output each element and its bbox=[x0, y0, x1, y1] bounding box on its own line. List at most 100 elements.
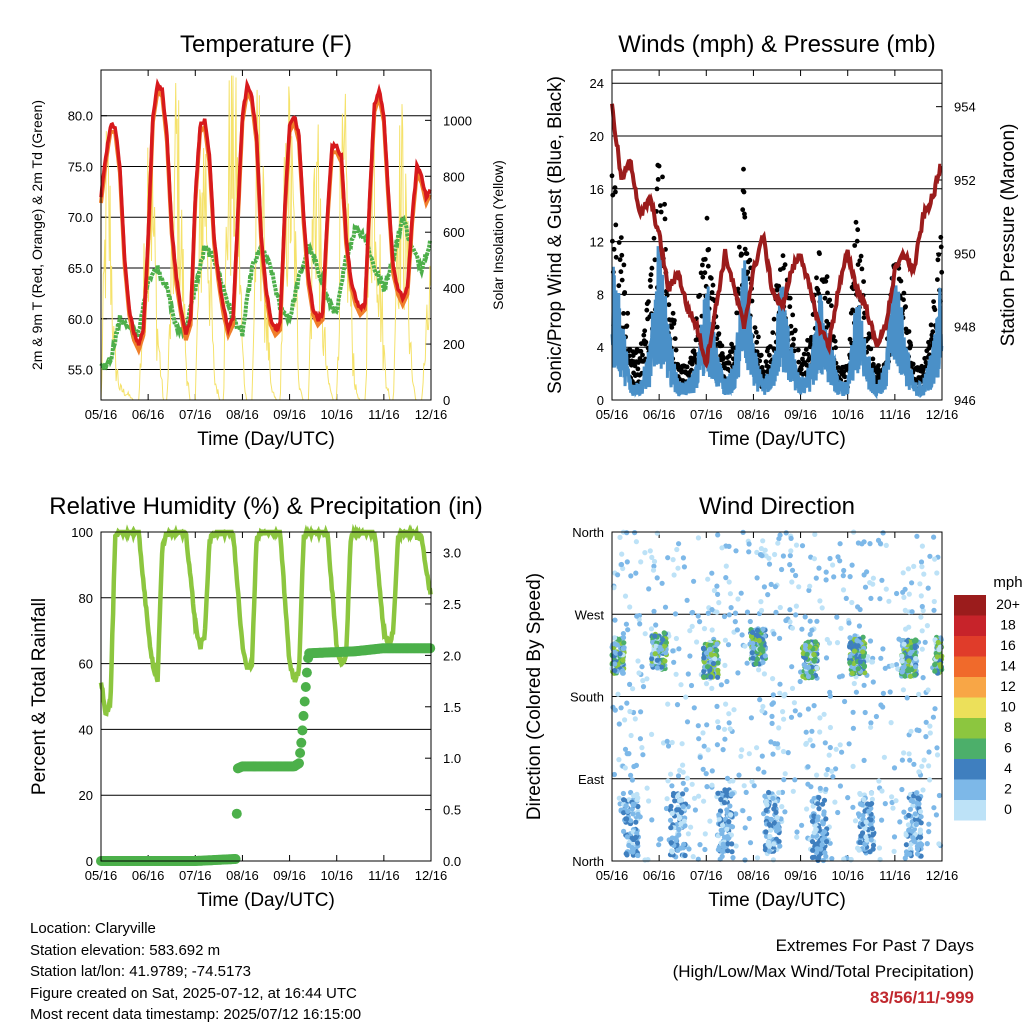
gust-point bbox=[616, 240, 622, 245]
direction-point bbox=[774, 815, 780, 821]
direction-point bbox=[634, 852, 641, 859]
y-tick-label: 24 bbox=[590, 76, 604, 91]
colorbar-label: 8 bbox=[1004, 719, 1012, 735]
direction-point bbox=[932, 668, 938, 674]
direction-point bbox=[895, 666, 901, 672]
direction-point bbox=[728, 605, 734, 611]
gust-point bbox=[788, 323, 794, 329]
direction-point bbox=[726, 579, 732, 585]
direction-point bbox=[700, 730, 706, 736]
direction-point bbox=[695, 723, 701, 729]
direction-point bbox=[715, 532, 721, 538]
y-right-tick-label: 0 bbox=[443, 393, 450, 408]
gust-point bbox=[611, 246, 617, 252]
direction-point bbox=[790, 788, 796, 794]
direction-point bbox=[715, 660, 721, 666]
x-tick-label: 06/16 bbox=[132, 407, 165, 422]
gust-point bbox=[613, 189, 618, 195]
direction-point bbox=[620, 646, 626, 652]
direction-point bbox=[861, 682, 867, 688]
direction-point bbox=[709, 768, 715, 774]
direction-point bbox=[716, 812, 722, 818]
direction-point bbox=[723, 575, 729, 581]
direction-point bbox=[714, 647, 720, 654]
direction-point bbox=[934, 570, 940, 576]
y-right-tick-label: 950 bbox=[954, 246, 976, 261]
direction-point bbox=[721, 726, 728, 732]
y-right-tick-label: 3.0 bbox=[443, 546, 461, 561]
direction-point bbox=[668, 825, 674, 831]
gust-point bbox=[857, 258, 863, 264]
direction-point bbox=[746, 549, 752, 555]
gust-point bbox=[901, 297, 906, 303]
direction-point bbox=[633, 762, 640, 769]
direction-point bbox=[627, 681, 633, 688]
direction-point bbox=[806, 587, 812, 594]
colorbar-swatch bbox=[954, 656, 986, 677]
direction-point bbox=[807, 631, 813, 638]
x-axis-label: Time (Day/UTC) bbox=[197, 890, 335, 911]
gust-point bbox=[906, 329, 912, 334]
y-axis-label: Sonic/Prop Wind & Gust (Blue, Black) bbox=[545, 76, 566, 394]
direction-point bbox=[776, 790, 782, 796]
direction-point bbox=[909, 580, 915, 586]
direction-point bbox=[834, 640, 841, 646]
direction-point bbox=[675, 773, 682, 779]
gust-point bbox=[613, 222, 619, 228]
direction-point bbox=[668, 803, 674, 809]
direction-point bbox=[720, 822, 726, 828]
direction-point bbox=[760, 538, 766, 544]
gust-point bbox=[825, 290, 830, 296]
gust-point bbox=[871, 361, 876, 367]
direction-point bbox=[714, 583, 720, 589]
direction-point bbox=[680, 769, 686, 775]
chart-panel-1: Temperature (F) 05/16 06/16 07/16 08/16 09/16… bbox=[29, 31, 506, 450]
direction-point bbox=[671, 572, 677, 578]
direction-point bbox=[612, 635, 618, 641]
direction-point bbox=[867, 801, 874, 808]
direction-point bbox=[620, 631, 627, 637]
direction-point bbox=[889, 794, 895, 800]
direction-point bbox=[674, 702, 681, 708]
direction-point bbox=[623, 621, 630, 627]
direction-point bbox=[719, 830, 725, 837]
direction-point bbox=[680, 791, 686, 797]
direction-point bbox=[820, 831, 826, 837]
direction-point bbox=[730, 855, 736, 861]
direction-point bbox=[623, 803, 629, 809]
gust-point bbox=[936, 252, 942, 257]
gust-point bbox=[702, 270, 708, 276]
direction-point bbox=[869, 826, 875, 832]
precip-point bbox=[301, 667, 312, 678]
direction-point bbox=[726, 720, 732, 726]
direction-point bbox=[837, 541, 843, 547]
direction-point bbox=[918, 614, 924, 620]
x-tick-label: 11/16 bbox=[368, 868, 400, 883]
gust-point bbox=[736, 244, 742, 250]
direction-point bbox=[867, 541, 873, 547]
direction-point bbox=[788, 535, 794, 542]
x-tick-label: 08/16 bbox=[737, 868, 770, 883]
direction-point bbox=[711, 587, 718, 594]
direction-point bbox=[738, 753, 744, 759]
direction-point bbox=[817, 598, 823, 604]
direction-point bbox=[823, 655, 830, 661]
direction-point bbox=[724, 678, 730, 685]
direction-point bbox=[732, 610, 739, 616]
direction-point bbox=[766, 789, 772, 796]
direction-point bbox=[802, 614, 808, 620]
direction-point bbox=[833, 766, 839, 772]
direction-point bbox=[705, 747, 711, 753]
colorbar-label: 14 bbox=[1000, 658, 1016, 674]
direction-point bbox=[814, 772, 820, 778]
colorbar-swatch bbox=[954, 697, 986, 718]
direction-point bbox=[630, 811, 636, 817]
direction-point bbox=[824, 839, 830, 845]
direction-point bbox=[814, 618, 820, 624]
direction-point bbox=[805, 764, 811, 770]
direction-point bbox=[760, 703, 766, 710]
direction-point bbox=[919, 543, 926, 549]
precip-point bbox=[230, 854, 241, 864]
gust-point bbox=[927, 343, 933, 348]
